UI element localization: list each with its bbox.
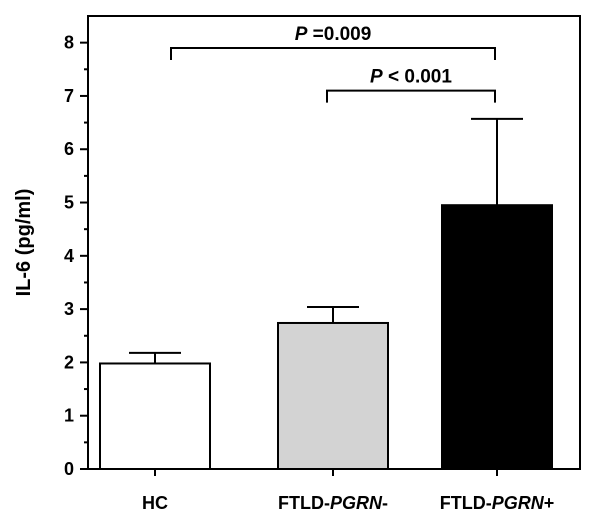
y-tick-label: 0 bbox=[64, 459, 74, 479]
y-tick-label: 5 bbox=[64, 193, 74, 213]
y-tick-label: 6 bbox=[64, 139, 74, 159]
y-axis-title: IL-6 (pg/ml) bbox=[13, 189, 35, 297]
y-tick-label: 8 bbox=[64, 33, 74, 53]
y-tick-label: 3 bbox=[64, 299, 74, 319]
category-label: FTLD-PGRN- bbox=[278, 493, 388, 513]
category-label: FTLD-PGRN+ bbox=[440, 493, 555, 513]
bar bbox=[441, 204, 553, 470]
bar bbox=[277, 321, 389, 470]
p-value-label: P =0.009 bbox=[295, 24, 372, 45]
significance-annotations: P =0.009 P < 0.001 bbox=[170, 24, 496, 103]
p-value-label: P < 0.001 bbox=[370, 67, 452, 88]
y-tick-label: 2 bbox=[64, 352, 74, 372]
significance-bracket bbox=[326, 89, 496, 103]
y-tick-label: 4 bbox=[64, 246, 74, 266]
axis-labels: 0 1 2 3 4 5 6 7 8 HC FTLD-PGRN- FTLD-PGRN+ IL-6 (pg/… bbox=[13, 33, 554, 513]
category-label: HC bbox=[142, 493, 168, 513]
y-tick-label: 7 bbox=[64, 86, 74, 106]
significance-bracket bbox=[170, 46, 496, 60]
bar bbox=[99, 362, 211, 471]
bars bbox=[99, 117, 553, 471]
y-tick-label: 1 bbox=[64, 406, 74, 426]
